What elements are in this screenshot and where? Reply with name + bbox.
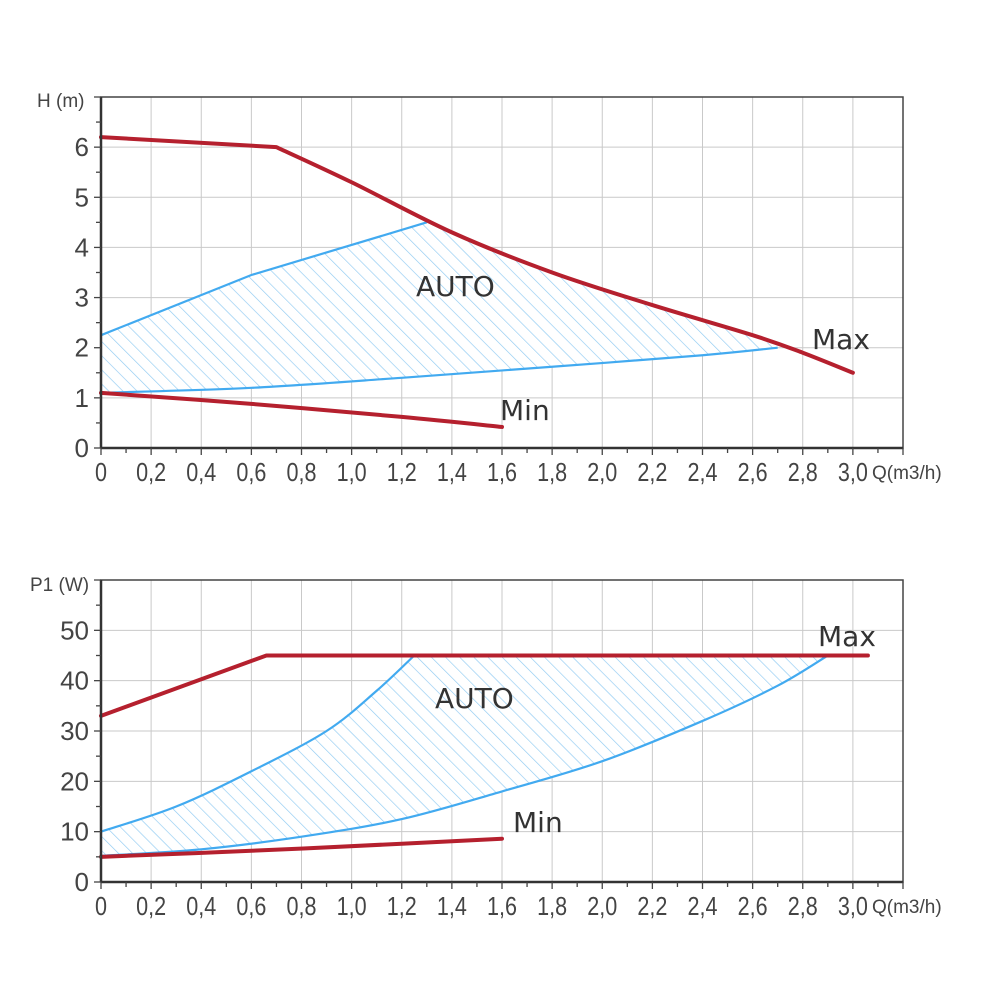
power-x-tick-label: 0,2	[136, 891, 166, 921]
power-series	[99, 653, 870, 859]
power-x-tick-label: 1,8	[537, 891, 567, 921]
power-axes: 0 0,2 0,4 0,6 0,8 1,0 1,2 1,4 1,6 1,8 2,0 2,2 2,4 2,6…	[60, 579, 942, 921]
head-x-tick-label: 3,0	[838, 457, 868, 487]
head-auto-label: AUTO	[416, 270, 495, 303]
head-y-tick-label: 2	[75, 333, 89, 363]
head-y-tick-label: 4	[75, 232, 89, 262]
head-axes: 0 0,2 0,4 0,6 0,8 1,0 1,2 1,4 1,6 1,8 2,0 2,2 2,4 2,6…	[75, 96, 942, 487]
power-y-tick-label: 40	[60, 666, 89, 696]
power-x-tick-label: 3,0	[838, 891, 868, 921]
power-x-tick-label: 1,4	[437, 891, 467, 921]
head-x-tick-label: 0,4	[186, 457, 216, 487]
power-y-tick-label: 30	[60, 716, 89, 746]
head-min-label: Min	[500, 394, 550, 427]
power-x-tick-label: 2,8	[788, 891, 818, 921]
power-x-tick-label: 2,4	[688, 891, 718, 921]
head-auto-lower-line	[100, 346, 778, 394]
chart-head: 0 0,2 0,4 0,6 0,8 1,0 1,2 1,4 1,6 1,8 2,0 2,2 2,4 2,6…	[37, 91, 942, 487]
head-x-tick-label: 2,0	[587, 457, 617, 487]
power-x-tick-label: 1,2	[387, 891, 417, 921]
head-x-tick-label: 2,6	[738, 457, 768, 487]
power-x-tick-label: 1,0	[337, 891, 367, 921]
head-auto-region	[100, 221, 778, 394]
power-y-tick-label: 20	[60, 766, 89, 796]
power-x-tick-label: 1,6	[487, 891, 517, 921]
head-x-tick-label: 1,8	[537, 457, 567, 487]
power-x-tick-label: 0	[95, 891, 107, 921]
power-labels: P1 (W) AUTO Max Min	[30, 575, 876, 839]
power-x-tick-label: 0,4	[186, 891, 216, 921]
power-auto-region	[100, 654, 829, 857]
head-x-tick-label: 1,4	[437, 457, 467, 487]
power-y-tick-label: 10	[60, 817, 89, 847]
head-x-axis-label: Q(m3/h)	[872, 463, 942, 484]
power-auto-upper-line	[100, 654, 416, 833]
power-y-tick-label: 50	[60, 615, 89, 645]
power-max-label: Max	[818, 620, 876, 653]
power-min-label: Min	[513, 806, 563, 839]
head-x-tick-label: 0	[95, 457, 107, 487]
head-y-tick-label: 3	[75, 283, 89, 313]
head-y-tick-label: 6	[75, 132, 89, 162]
head-series	[99, 135, 855, 429]
head-x-tick-label: 2,2	[637, 457, 667, 487]
head-x-tick-label: 0,2	[136, 457, 166, 487]
head-y-tick-label: 1	[75, 383, 89, 413]
chart-power: 0 0,2 0,4 0,6 0,8 1,0 1,2 1,4 1,6 1,8 2,0 2,2 2,4 2,6…	[30, 575, 942, 921]
power-y-tick-label: 0	[75, 867, 89, 897]
power-auto-hatch-area	[101, 655, 828, 856]
head-x-tick-label: 2,8	[788, 457, 818, 487]
head-max-line	[99, 135, 855, 375]
power-x-tick-label: 0,8	[287, 891, 317, 921]
power-auto-label: AUTO	[435, 682, 514, 715]
head-x-tick-label: 0,6	[236, 457, 266, 487]
power-x-tick-label: 2,2	[637, 891, 667, 921]
power-max-line	[99, 653, 870, 718]
head-x-tick-label: 2,4	[688, 457, 718, 487]
head-y-tick-label: 5	[75, 182, 89, 212]
head-x-tick-label: 1,0	[337, 457, 367, 487]
power-min-line	[99, 836, 504, 859]
power-y-axis-label: P1 (W)	[30, 575, 89, 596]
head-auto-hatch-area	[101, 222, 778, 393]
head-y-tick-label: 0	[75, 433, 89, 463]
head-x-tick-label: 1,2	[387, 457, 417, 487]
head-max-label: Max	[812, 323, 870, 356]
power-x-tick-label: 0,6	[236, 891, 266, 921]
head-x-tick-label: 0,8	[287, 457, 317, 487]
head-auto-upper-line	[100, 221, 428, 337]
head-x-tick-label: 1,6	[487, 457, 517, 487]
power-auto-lower-line	[100, 654, 829, 857]
head-y-axis-label: H (m)	[37, 91, 84, 112]
power-x-axis-label: Q(m3/h)	[872, 897, 942, 918]
head-labels: H (m) AUTO Max Min	[37, 91, 870, 427]
power-x-tick-label: 2,0	[587, 891, 617, 921]
head-min-line	[99, 390, 504, 429]
power-x-tick-label: 2,6	[738, 891, 768, 921]
